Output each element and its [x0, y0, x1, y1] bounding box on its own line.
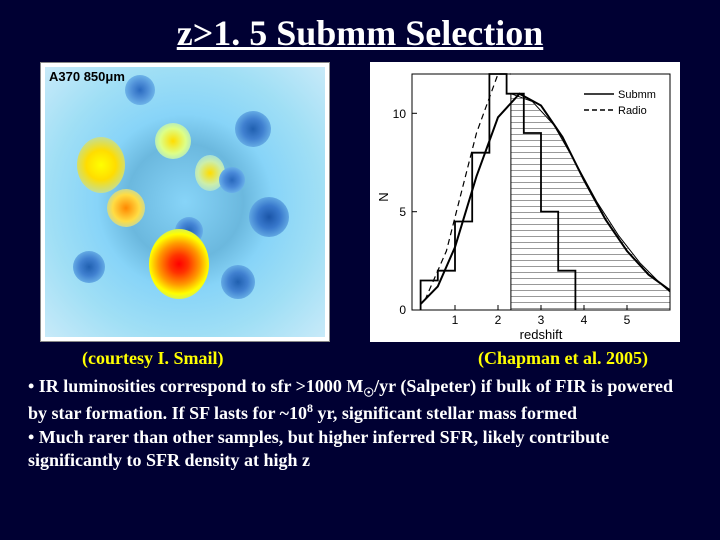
map-blob: [73, 251, 105, 283]
svg-text:5: 5: [399, 205, 406, 219]
page-title: z>1. 5 Submm Selection: [0, 0, 720, 62]
svg-text:Radio: Radio: [618, 105, 647, 117]
bullet-text: • IR luminosities correspond to sfr >100…: [0, 373, 720, 472]
figures-row: A370 850μm: [0, 62, 720, 342]
svg-text:4: 4: [581, 313, 588, 327]
map-blob: [235, 111, 271, 147]
left-figure: A370 850μm: [40, 62, 330, 342]
credits-row: (courtesy I. Smail) (Chapman et al. 2005…: [0, 342, 720, 373]
svg-text:3: 3: [538, 313, 545, 327]
svg-text:Submm: Submm: [618, 89, 656, 101]
map-blob-bright: [149, 229, 209, 299]
hatched-region: [511, 94, 670, 310]
svg-text:2: 2: [495, 313, 502, 327]
chart-legend: Submm Radio: [584, 89, 656, 117]
map-blob: [77, 137, 125, 193]
y-ticks: 0 5 10: [393, 107, 417, 317]
map-blob: [107, 189, 145, 227]
map-blob: [221, 265, 255, 299]
svg-text:1: 1: [452, 313, 459, 327]
y-axis-label: N: [376, 192, 391, 201]
map-blob: [219, 167, 245, 193]
redshift-chart: 1 2 3 4 5 0 5 10 redshift N: [370, 62, 680, 342]
radio-curve: [425, 74, 511, 300]
bullet-2: • Much rarer than other samples, but hig…: [28, 427, 609, 470]
right-figure: 1 2 3 4 5 0 5 10 redshift N: [370, 62, 680, 342]
sun-symbol: ☉: [363, 386, 374, 400]
right-credit: (Chapman et al. 2005): [478, 348, 648, 369]
left-figure-label: A370 850μm: [49, 69, 125, 84]
map-blob: [125, 75, 155, 105]
bullet-1-suffix: yr, significant stellar mass formed: [313, 403, 577, 423]
left-credit: (courtesy I. Smail): [82, 348, 223, 369]
x-axis-label: redshift: [520, 327, 563, 342]
map-blob: [249, 197, 289, 237]
svg-text:0: 0: [399, 303, 406, 317]
svg-text:10: 10: [393, 107, 407, 121]
bullet-1-prefix: • IR luminosities correspond to sfr >100…: [28, 376, 363, 396]
submm-map: [45, 67, 325, 337]
map-blob: [155, 123, 191, 159]
svg-text:5: 5: [624, 313, 631, 327]
